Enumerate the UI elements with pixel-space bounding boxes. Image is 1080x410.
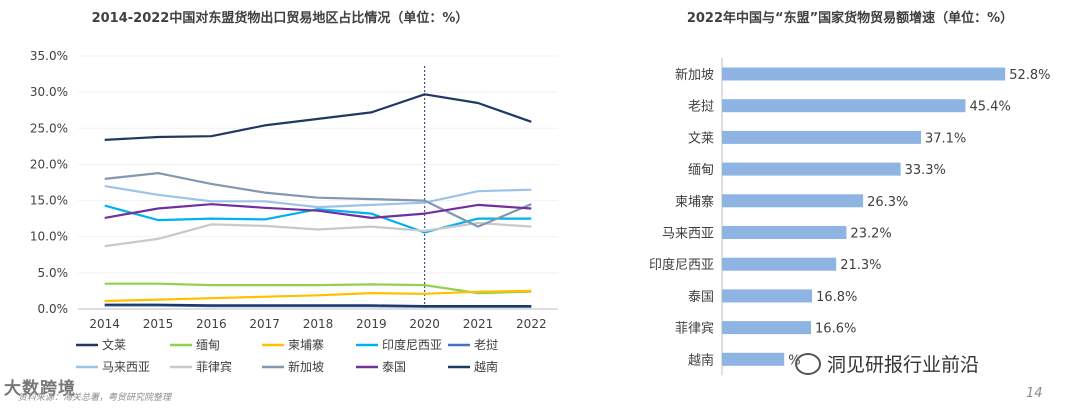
value-label: 45.4% [970, 100, 1011, 115]
wechat-icon [795, 352, 821, 375]
value-label: 33.3% [905, 163, 946, 178]
bar [722, 194, 864, 208]
legend-label: 缅甸 [196, 338, 220, 352]
series-line [104, 289, 532, 303]
legend-label: 菲律宾 [196, 359, 232, 374]
page-number: 14 [1026, 386, 1043, 401]
y-tick-label: 30.0% [30, 85, 68, 99]
category-label: 柬埔寨 [675, 194, 714, 210]
bar-chart: 2022年中国与“东盟”国家货物贸易额增速（单位：%） 新加坡 52.8% 老挝 45… [649, 10, 1051, 376]
y-tick-label: 5.0% [38, 266, 69, 280]
series-line [104, 185, 532, 209]
bar [722, 99, 966, 113]
legend-label: 越南 [474, 359, 498, 374]
bar [722, 226, 847, 239]
value-label: 23.2% [850, 227, 891, 242]
y-tick-label: 0.0% [38, 302, 69, 316]
series-line [104, 303, 532, 308]
line-chart-series [104, 93, 532, 308]
line-chart-x-axis: 2014 2015 2016 2017 2018 2019 2020 2021 2022 [89, 317, 546, 331]
bar [722, 321, 811, 335]
brand-text: 大数跨境 [4, 379, 76, 399]
legend-label: 老挝 [474, 338, 498, 352]
x-tick-label: 2020 [409, 317, 440, 331]
line-chart-y-axis: 0.0% 5.0% 10.0% 15.0% 20.0% 25.0% 30.0% 35.0% [30, 49, 558, 316]
line-chart: 2014-2022中国对东盟货物出口贸易地区占比情况（单位：%） 0.0% 5.0… [30, 10, 558, 374]
category-label: 菲律宾 [675, 321, 714, 337]
x-tick-label: 2014 [89, 317, 120, 331]
wechat-account-name: 洞见研报行业前沿 [827, 354, 980, 376]
y-tick-label: 10.0% [30, 230, 68, 244]
value-label: 37.1% [925, 131, 966, 146]
series-line [104, 172, 532, 228]
category-label: 泰国 [688, 290, 714, 305]
legend-label: 马来西亚 [102, 360, 150, 374]
y-tick-label: 20.0% [30, 157, 68, 171]
bar [722, 352, 785, 366]
category-label: 马来西亚 [662, 227, 714, 242]
value-label: 52.8% [1009, 68, 1050, 83]
category-label: 越南 [688, 352, 714, 368]
value-label: 21.3% [840, 258, 881, 273]
x-tick-label: 2018 [303, 317, 334, 331]
category-label: 老挝 [688, 100, 714, 115]
y-tick-label: 15.0% [30, 194, 68, 208]
bar-chart-title: 2022年中国与“东盟”国家货物贸易额增速（单位：%） [687, 10, 1013, 26]
source-note: 资料来源：海关总署，粤贸研究院整理 [18, 393, 172, 403]
x-tick-label: 2017 [249, 317, 280, 331]
bar [722, 257, 837, 271]
x-tick-label: 2019 [356, 317, 387, 331]
bar [722, 162, 901, 176]
series-line [104, 204, 532, 234]
bar [722, 67, 1006, 81]
y-tick-label: 25.0% [30, 121, 68, 135]
x-tick-label: 2016 [196, 317, 227, 331]
category-label: 缅甸 [688, 163, 714, 178]
bar [722, 289, 813, 303]
brand-logo: 大数跨境 [4, 374, 76, 399]
category-label: 印度尼西亚 [649, 257, 714, 273]
line-chart-title: 2014-2022中国对东盟货物出口贸易地区占比情况（单位：%） [92, 10, 469, 26]
value-label: 26.3% [867, 195, 908, 210]
series-line [104, 221, 532, 248]
legend-label: 柬埔寨 [288, 337, 324, 352]
y-tick-label: 35.0% [30, 49, 68, 63]
bar-chart-body: 新加坡 52.8% 老挝 45.4% 文莱 37.1% 缅甸 33.3% 柬埔寨 26.3% 马来西… [649, 58, 1051, 376]
value-label: 16.8% [816, 290, 857, 305]
series-line [104, 203, 532, 219]
series-line [104, 282, 532, 295]
legend-label: 文莱 [102, 337, 126, 352]
legend-label: 泰国 [382, 360, 406, 374]
x-tick-label: 2021 [463, 317, 494, 331]
category-label: 文莱 [688, 131, 714, 146]
category-label: 新加坡 [675, 67, 714, 83]
x-tick-label: 2015 [143, 317, 174, 331]
x-tick-label: 2022 [516, 317, 547, 331]
legend-label: 新加坡 [288, 359, 324, 374]
wechat-account: 洞见研报行业前沿 [795, 350, 979, 377]
series-line [104, 93, 532, 141]
value-label: 16.6% [815, 322, 856, 337]
bar [722, 130, 921, 144]
legend-label: 印度尼西亚 [382, 337, 442, 352]
